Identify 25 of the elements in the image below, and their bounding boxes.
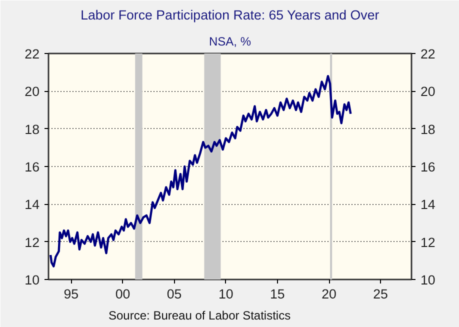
x-tick-label: 20: [322, 286, 336, 302]
y-tick-label: 18: [24, 122, 40, 137]
y-tick-label: 10: [24, 272, 40, 288]
x-tick-label: 25: [373, 286, 388, 302]
y-tick-label: 12: [24, 234, 40, 250]
chart-subtitle: NSA, %: [208, 34, 252, 48]
y2-tick-label: 18: [420, 122, 436, 137]
y-tick-label: 16: [24, 160, 40, 174]
y-tick-label: 22: [24, 46, 40, 62]
y2-tick-label: 10: [420, 272, 436, 288]
chart-title: Labor Force Participation Rate: 65 Years and Over: [80, 8, 380, 22]
x-tick-label: 00: [115, 286, 130, 302]
y2-tick-label: 14: [420, 197, 436, 212]
y2-tick-label: 12: [420, 234, 436, 250]
y-tick-label: 20: [24, 84, 40, 100]
y-tick-label: 14: [24, 197, 40, 212]
x-tick-label: 05: [166, 286, 182, 302]
y2-tick-label: 22: [420, 46, 436, 62]
line-series: [49, 75, 352, 268]
source-note: Source: Bureau of Labor Statistics: [108, 308, 291, 322]
x-tick-label: 95: [64, 286, 79, 302]
x-tick-label: 15: [270, 286, 285, 302]
y2-tick-label: 20: [420, 84, 436, 100]
y2-tick-label: 16: [420, 160, 436, 174]
x-tick-label: 10: [218, 286, 234, 302]
